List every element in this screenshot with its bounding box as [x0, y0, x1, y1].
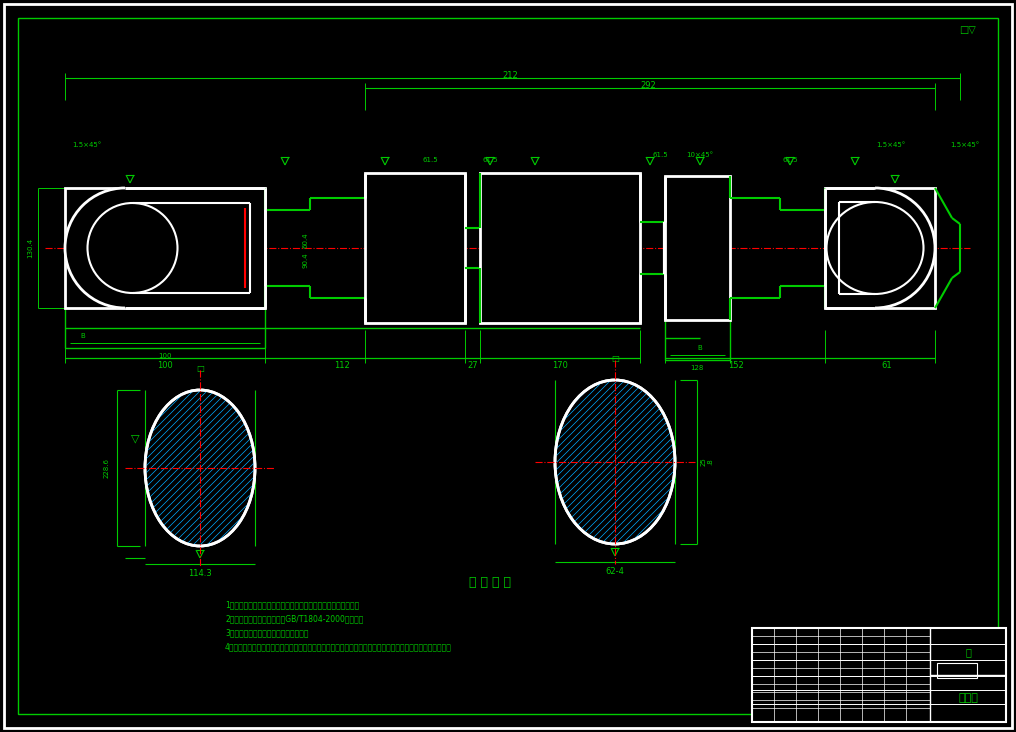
Text: 170: 170	[552, 360, 568, 370]
Text: □▽: □▽	[960, 25, 976, 35]
Text: 1.5×45°: 1.5×45°	[950, 142, 979, 148]
Wedge shape	[65, 188, 125, 308]
Text: 1、零件加工表面上，不应有划痕、碰伤等损伤零件表面的缺陷。: 1、零件加工表面上，不应有划痕、碰伤等损伤零件表面的缺陷。	[225, 600, 360, 609]
Text: 61.5: 61.5	[652, 152, 668, 158]
Text: 10×45°: 10×45°	[687, 152, 713, 158]
Text: 筒初组: 筒初组	[958, 693, 978, 703]
Text: ▽: ▽	[131, 433, 139, 443]
Text: □: □	[196, 364, 204, 373]
Ellipse shape	[555, 380, 675, 544]
Text: 轴: 轴	[965, 647, 971, 657]
Text: 212: 212	[502, 70, 518, 80]
Text: 130.4: 130.4	[27, 238, 33, 258]
Text: 61.5: 61.5	[483, 157, 498, 163]
Ellipse shape	[145, 390, 255, 546]
Ellipse shape	[87, 203, 178, 293]
Text: 60.4: 60.4	[500, 212, 506, 228]
Text: 114.3: 114.3	[188, 569, 212, 578]
Text: 1.5×45°: 1.5×45°	[72, 142, 102, 148]
Text: 4、所有需要进行涂装的钢铁制件表面在涂漆前，必须将铁锈、氧化皮、油脂、灰尘、泥土、盐和污物等除去。: 4、所有需要进行涂装的钢铁制件表面在涂漆前，必须将铁锈、氧化皮、油脂、灰尘、泥土…	[225, 642, 452, 651]
Wedge shape	[875, 188, 935, 308]
Text: 61.5: 61.5	[500, 247, 506, 263]
Bar	[665, 176, 731, 320]
Text: 292: 292	[640, 81, 656, 89]
Text: 100: 100	[157, 360, 173, 370]
Bar	[365, 173, 465, 323]
Text: 228.6: 228.6	[104, 458, 110, 478]
Text: 3、加工后的零件不允许有毛刺、飞边。: 3、加工后的零件不允许有毛刺、飞边。	[225, 628, 309, 637]
Text: 61: 61	[882, 360, 892, 370]
Text: B: B	[698, 345, 702, 351]
Bar	[752, 628, 1006, 722]
Bar	[937, 663, 977, 678]
Text: 2、未注编性尺寸公差应符合GB/T1804-2000的要求。: 2、未注编性尺寸公差应符合GB/T1804-2000的要求。	[225, 614, 364, 623]
Text: 60.4: 60.4	[302, 232, 308, 248]
Text: 112: 112	[334, 360, 350, 370]
Text: 61.5: 61.5	[423, 157, 438, 163]
Text: □: □	[611, 354, 619, 362]
Text: 100: 100	[158, 353, 172, 359]
Text: 128: 128	[690, 365, 704, 371]
Ellipse shape	[826, 202, 924, 294]
Text: 25
.8: 25 .8	[700, 458, 713, 466]
Text: 61.5: 61.5	[782, 157, 798, 163]
Bar	[825, 188, 935, 308]
Text: B: B	[80, 333, 85, 339]
Text: 1.5×45°: 1.5×45°	[876, 142, 905, 148]
Text: 62-4: 62-4	[606, 567, 625, 577]
Bar	[480, 173, 640, 323]
Bar	[65, 188, 265, 308]
Text: 27: 27	[467, 360, 479, 370]
Text: 90.4: 90.4	[302, 253, 308, 268]
Text: 技 术 要 求: 技 术 要 求	[469, 575, 511, 589]
Text: 152: 152	[728, 360, 744, 370]
